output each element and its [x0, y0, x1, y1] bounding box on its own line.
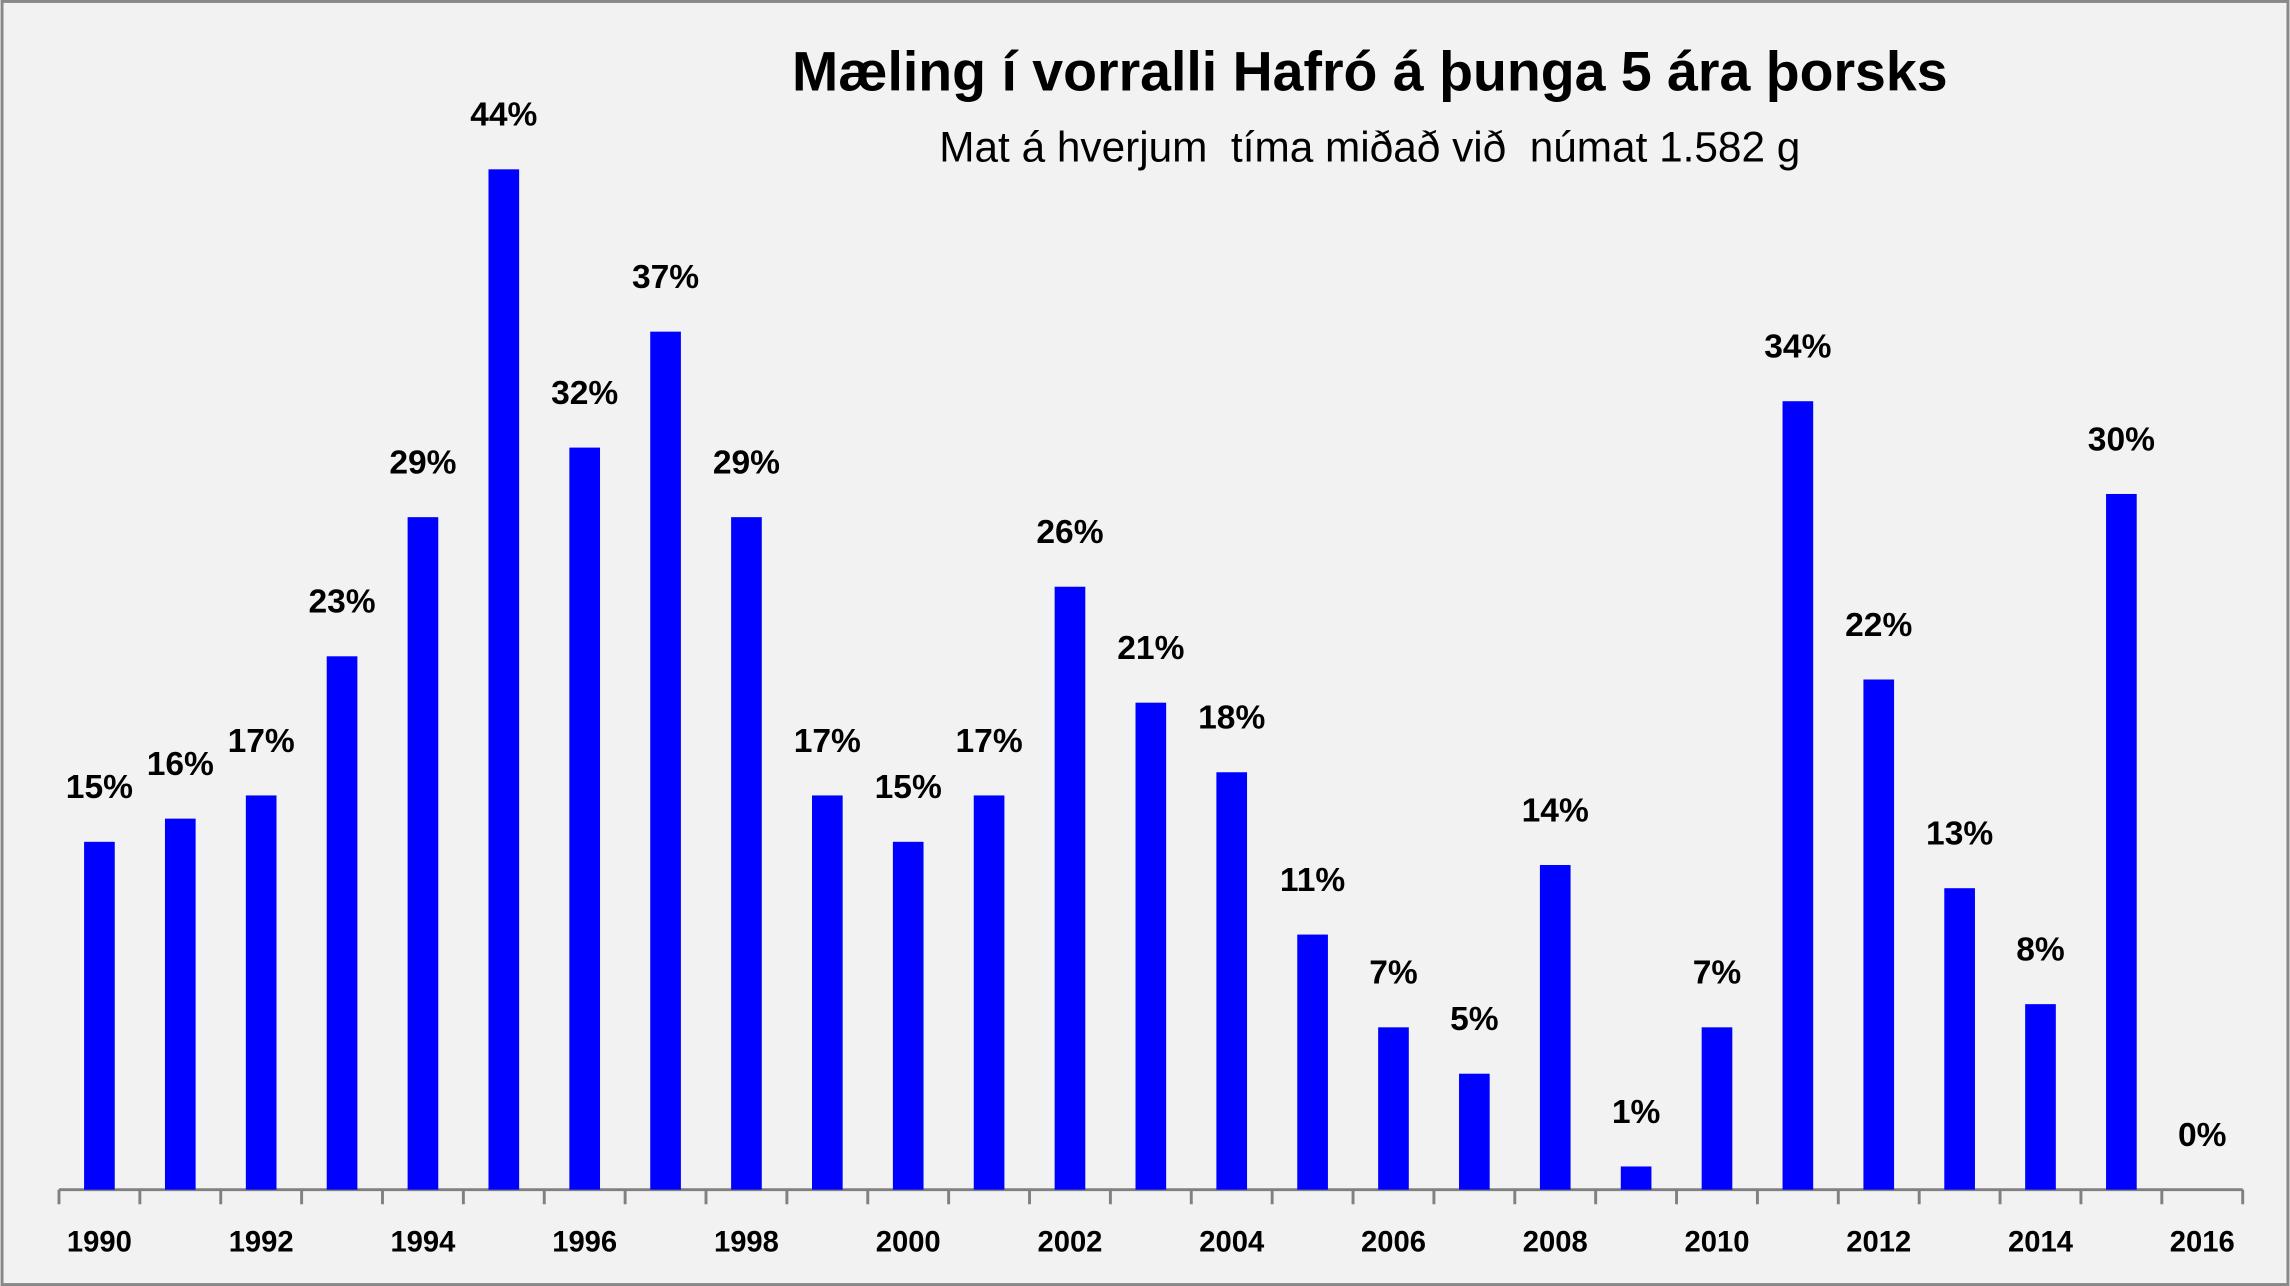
chart-title: Mæling í vorralli Hafró á þunga 5 ára þo… [792, 41, 1948, 103]
bar [569, 447, 601, 1190]
value-label: 26% [1036, 514, 1103, 551]
bar [1135, 702, 1167, 1190]
x-tick-label: 1992 [229, 1226, 294, 1258]
value-label: 14% [1522, 792, 1589, 829]
bar [1539, 865, 1571, 1190]
chart-subtitle: Mat á hverjum tíma miðað við númat 1.582… [939, 124, 1800, 171]
value-label: 29% [713, 444, 780, 481]
bar [731, 517, 762, 1190]
value-label: 16% [147, 746, 214, 783]
value-label: 29% [389, 444, 456, 481]
bar [84, 841, 115, 1190]
value-label: 32% [551, 375, 618, 412]
bar [892, 841, 924, 1190]
bar [973, 795, 1005, 1190]
bar [1378, 1027, 1409, 1190]
bar [1459, 1073, 1490, 1190]
value-label: 1% [1612, 1094, 1661, 1131]
x-tick-label: 2002 [1037, 1226, 1102, 1258]
bar [2025, 1004, 2056, 1190]
value-label: 5% [1450, 1001, 1499, 1038]
x-tick-label: 2006 [1361, 1226, 1426, 1258]
value-label: 7% [1693, 955, 1742, 992]
bar [326, 656, 358, 1190]
bar [1054, 586, 1086, 1190]
value-label: 17% [794, 723, 861, 760]
value-label: 15% [875, 769, 942, 806]
value-label: 21% [1117, 630, 1184, 667]
x-tick-label: 1994 [390, 1226, 456, 1258]
x-tick-label: 2004 [1199, 1226, 1265, 1258]
bar [1863, 679, 1895, 1190]
value-label: 18% [1198, 700, 1265, 737]
bar [488, 169, 520, 1190]
x-tick-label: 1990 [67, 1226, 132, 1258]
value-label: 17% [955, 723, 1022, 760]
value-label: 13% [1926, 816, 1993, 853]
value-label: 0% [2178, 1117, 2227, 1154]
value-label: 37% [632, 259, 699, 296]
x-tick-label: 1998 [714, 1226, 779, 1258]
bar [1297, 934, 1328, 1190]
value-label: 23% [308, 584, 375, 621]
value-label: 7% [1369, 955, 1418, 992]
bar [1216, 772, 1248, 1190]
bar [245, 795, 277, 1190]
x-tick-label: 2010 [1685, 1226, 1750, 1258]
x-tick-label: 2012 [1846, 1226, 1911, 1258]
x-tick-label: 2014 [2008, 1226, 2074, 1258]
bar [1782, 401, 1814, 1190]
value-label: 30% [2088, 421, 2155, 458]
x-tick-label: 2000 [876, 1226, 941, 1258]
value-label: 22% [1845, 607, 1912, 644]
bar [650, 331, 681, 1190]
bar [1944, 888, 1975, 1190]
value-label: 44% [470, 97, 537, 134]
x-tick-label: 1996 [552, 1226, 617, 1258]
value-label: 15% [66, 769, 133, 806]
bar [1620, 1166, 1652, 1190]
value-label: 17% [228, 723, 295, 760]
bar [164, 818, 196, 1190]
bar [2106, 493, 2137, 1190]
value-label: 8% [2016, 931, 2065, 968]
bar [407, 517, 439, 1190]
bar [811, 795, 843, 1190]
value-label: 34% [1764, 329, 1831, 366]
x-tick-label: 2016 [2170, 1226, 2235, 1258]
x-tick-label: 2008 [1523, 1226, 1588, 1258]
bar [1701, 1027, 1733, 1190]
value-label: 11% [1280, 862, 1345, 899]
